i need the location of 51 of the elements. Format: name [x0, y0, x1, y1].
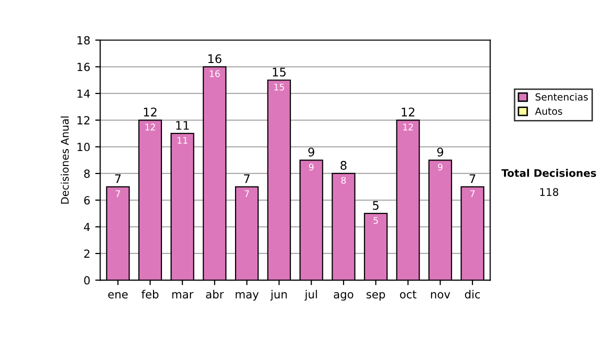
x-tick-label: jul: [304, 290, 317, 301]
data-label: 16: [210, 70, 220, 78]
total-label: 11: [176, 121, 189, 130]
data-label: 7: [116, 190, 120, 198]
x-tick-label: abr: [206, 290, 224, 298]
total-label: 7: [115, 174, 121, 184]
total-label: 9: [308, 148, 314, 157]
total-label: 15: [272, 68, 286, 77]
data-label: 7: [244, 190, 249, 198]
y-tick-label: 14: [78, 90, 90, 98]
total-label: 7: [244, 174, 250, 184]
x-tick-label: ene: [108, 292, 128, 298]
text: Total Decisiones: [501, 168, 596, 177]
total-label: 8: [340, 160, 346, 170]
total-label: 16: [208, 54, 222, 64]
y-tick-label: 18: [78, 36, 90, 44]
total-label: 5: [372, 201, 379, 210]
data-label: 7: [470, 190, 475, 198]
y-tick-label: 4: [84, 222, 90, 232]
data-label: 8: [341, 176, 346, 184]
y-tick-label: 8: [84, 169, 90, 178]
y-axis-title: Decisiones Anual: [60, 116, 69, 204]
x-tick-label: nov: [431, 292, 450, 298]
data-label: 12: [403, 124, 413, 130]
data-label: 9: [309, 164, 314, 170]
y-tick-label: 16: [78, 62, 90, 72]
total-label: 12: [402, 108, 414, 116]
data-label: 9: [438, 164, 442, 170]
x-tick-label: feb: [142, 290, 158, 298]
legend-label: Sentencias: [536, 93, 588, 101]
y-tick-label: 12: [78, 116, 90, 124]
data-label: 5: [374, 217, 378, 224]
x-tick-label: sep: [366, 292, 386, 301]
x-tick-label: ago: [334, 292, 354, 301]
text: 118: [540, 188, 558, 196]
x-tick-label: may: [236, 292, 259, 301]
data-label: 11: [178, 137, 188, 144]
x-tick-label: dic: [464, 290, 480, 298]
x-tick-label: oct: [400, 290, 416, 298]
y-tick-label: 6: [84, 196, 90, 205]
x-tick-label: mar: [172, 292, 194, 298]
y-tick-label: 2: [84, 249, 90, 258]
y-tick-label: 0: [84, 276, 90, 285]
total-label: 9: [437, 148, 444, 157]
legend-label: Autos: [535, 108, 562, 115]
y-tick-label: 10: [78, 142, 90, 152]
data-label: 15: [274, 84, 284, 90]
data-label: 12: [145, 124, 155, 130]
x-tick-label: jun: [270, 290, 287, 301]
total-label: 12: [144, 108, 156, 116]
total-label: 7: [470, 174, 476, 184]
